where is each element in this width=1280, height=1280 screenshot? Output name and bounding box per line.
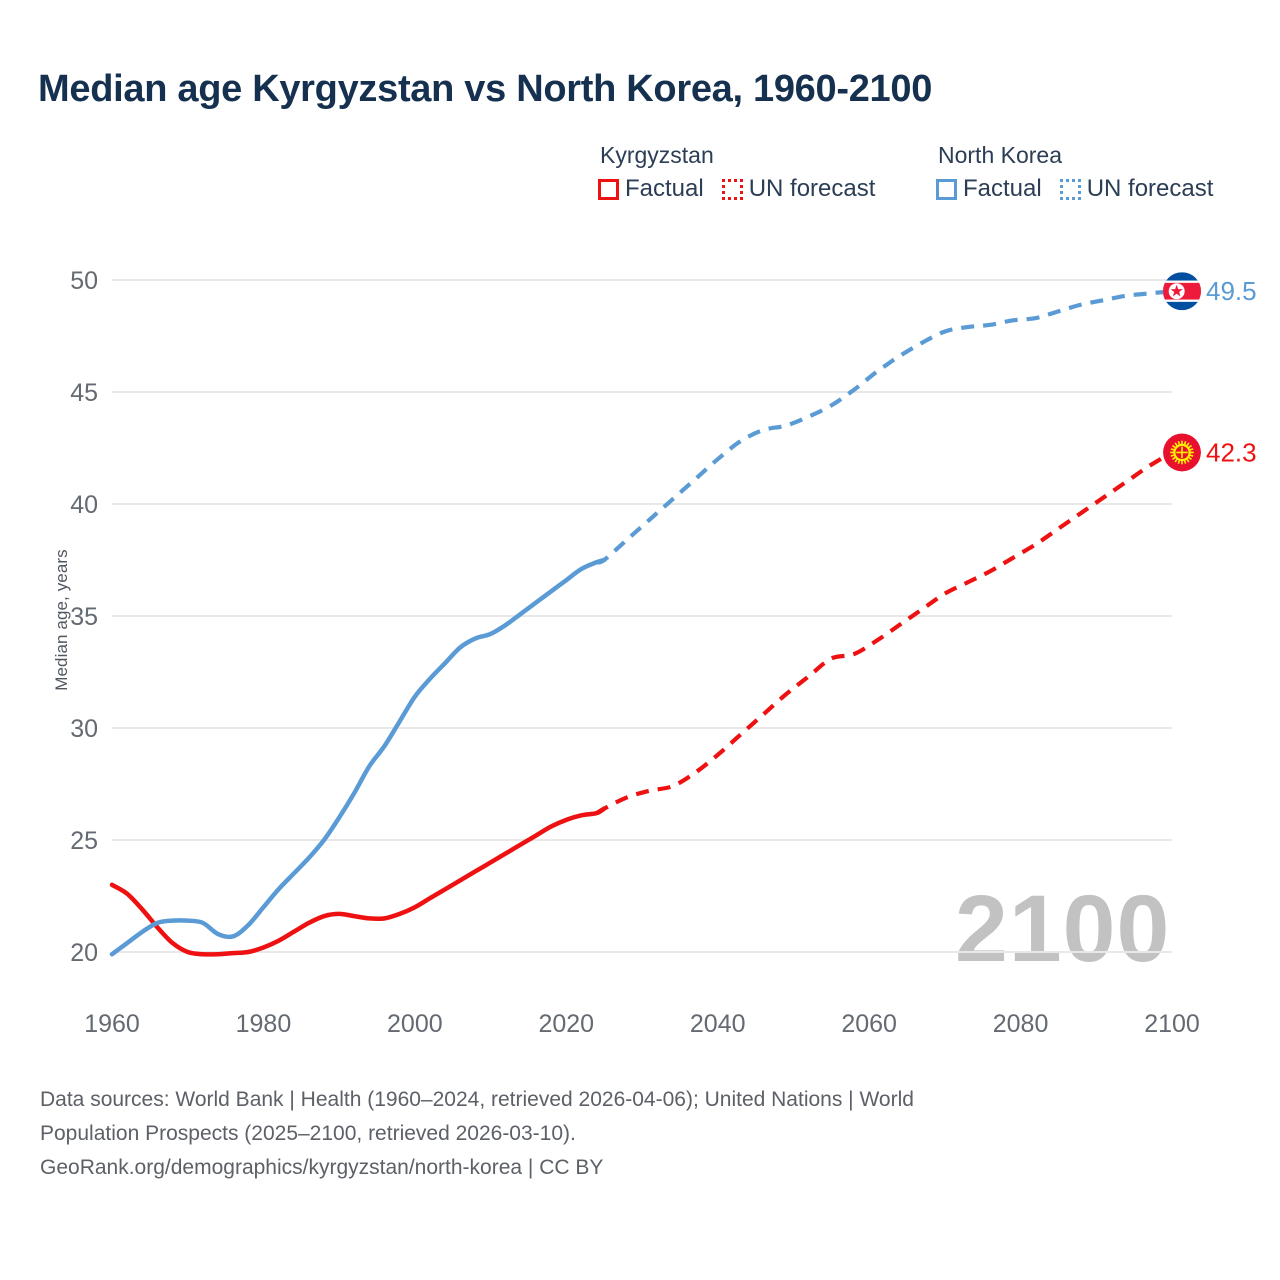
legend-swatch-dotted	[721, 178, 743, 200]
x-tick-label: 2000	[387, 1010, 443, 1038]
north-korea-flag-icon	[1163, 272, 1201, 311]
y-tick-label: 50	[70, 267, 98, 295]
legend-country-name: North Korea	[938, 142, 1063, 168]
plot-area: Median age, years 2100 20 25 30 35 40 45 50 19…	[52, 267, 1257, 1038]
legend-label: Factual	[963, 175, 1042, 202]
y-tick-label: 45	[70, 379, 98, 407]
end-value-label-kyrgyzstan: 42.3	[1206, 437, 1257, 467]
legend-label: UN forecast	[748, 175, 876, 202]
year-watermark: 2100	[955, 876, 1171, 982]
series-line-forecast-north-korea	[595, 289, 1173, 565]
legend-swatch-solid	[936, 178, 957, 200]
x-tick-label: 2080	[993, 1010, 1049, 1038]
end-value-label-north-korea: 49.5	[1206, 276, 1257, 306]
legend-country-name: Kyrgyzstan	[600, 142, 714, 168]
legend-label: UN forecast	[1086, 175, 1214, 202]
footer-line-3: GeoRank.org/demographics/kyrgyzstan/nort…	[40, 1156, 604, 1179]
series-line-factual-kyrgyzstan	[109, 806, 607, 957]
page-title: Median age Kyrgyzstan vs North Korea, 19…	[38, 68, 933, 110]
y-tick-label: 30	[70, 715, 98, 743]
legend-item-kyrgyzstan-forecast[interactable]: UN forecast	[721, 175, 876, 203]
legend-group-north-korea: North Korea Factual UN forecast	[936, 142, 1213, 203]
x-axis-ticks: 1960 1980 2000 2020 2040 2060 2080 2100	[84, 1010, 1200, 1038]
footer-sources: Data sources: World Bank | Health (1960–…	[40, 1083, 1220, 1185]
end-markers: 42.3 49.5	[1163, 272, 1257, 472]
x-tick-label: 1980	[236, 1010, 292, 1038]
y-tick-label: 20	[70, 939, 98, 967]
y-tick-label: 35	[70, 603, 98, 631]
end-marker-kyrgyzstan: 42.3	[1163, 433, 1257, 472]
x-tick-label: 2040	[690, 1010, 746, 1038]
data-series	[109, 289, 1174, 957]
y-tick-label: 40	[70, 491, 98, 519]
series-line-forecast-kyrgyzstan	[595, 450, 1174, 815]
series-line-factual-north-korea	[109, 557, 607, 957]
x-tick-label: 2060	[841, 1010, 897, 1038]
footer-line-2: Population Prospects (2025–2100, retriev…	[40, 1122, 576, 1145]
legend-label: Factual	[625, 175, 704, 202]
chart-legend: Kyrgyzstan Factual UN forecast North Kor…	[580, 142, 1260, 222]
legend-item-kyrgyzstan-factual[interactable]: Factual	[598, 175, 704, 203]
legend-group-kyrgyzstan: Kyrgyzstan Factual UN forecast	[598, 142, 875, 203]
x-tick-label: 2020	[538, 1010, 594, 1038]
kyrgyzstan-flag-icon	[1163, 433, 1201, 472]
x-tick-label: 2100	[1144, 1010, 1200, 1038]
legend-item-north-korea-forecast[interactable]: UN forecast	[1059, 175, 1214, 203]
legend-swatch-solid	[598, 178, 619, 200]
gridlines	[112, 279, 1172, 953]
y-tick-label: 25	[70, 827, 98, 855]
line-chart-svg: 20 25 30 35 40 45 50 1960 1980 2000 2020 2040 2060 2…	[70, 267, 1257, 1038]
legend-item-north-korea-factual[interactable]: Factual	[936, 175, 1042, 203]
footer-line-1: Data sources: World Bank | Health (1960–…	[40, 1088, 914, 1111]
y-axis-ticks: 20 25 30 35 40 45 50	[70, 267, 98, 967]
end-marker-north-korea: 49.5	[1163, 272, 1257, 311]
x-tick-label: 1960	[84, 1010, 140, 1038]
legend-swatch-dotted	[1059, 178, 1081, 200]
star-icon	[1170, 284, 1183, 297]
